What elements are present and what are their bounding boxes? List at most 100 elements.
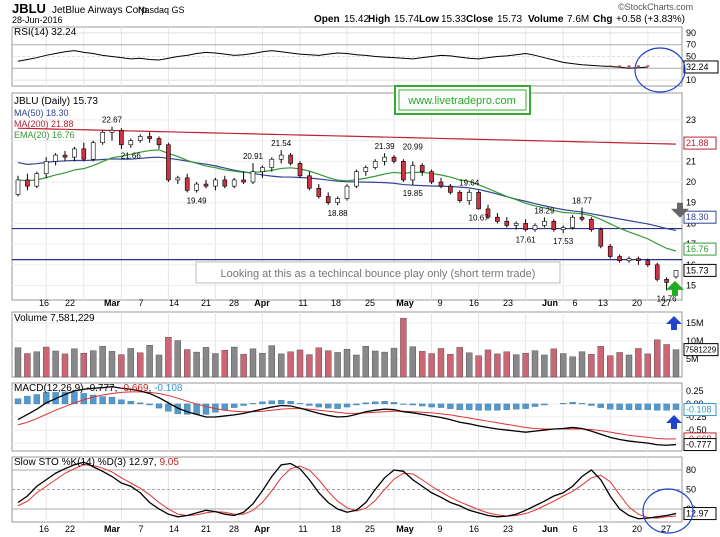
volume-bar <box>625 354 633 378</box>
price-annotation: 19.49 <box>187 197 208 206</box>
price-annotation: 17.61 <box>516 235 537 244</box>
volume-bar <box>71 348 78 378</box>
macd-histogram-bar <box>136 402 144 405</box>
sto-d-line <box>17 464 677 519</box>
x-tick-label: 28 <box>229 298 239 308</box>
x-tick-label: 13 <box>598 524 608 534</box>
candle <box>231 179 237 187</box>
candle <box>307 175 312 189</box>
volume-bar <box>400 317 407 378</box>
candle <box>222 179 228 187</box>
price-annotation: 18.88 <box>328 209 349 218</box>
candle <box>166 144 171 181</box>
volume-bar <box>165 337 172 378</box>
price-annotation: 22.67 <box>102 116 123 125</box>
macd-histogram-bar <box>362 402 369 405</box>
ma200-last-box <box>683 136 717 150</box>
macd-histogram-bar <box>353 403 360 406</box>
macd-histogram-bar <box>259 401 266 405</box>
candle <box>137 136 143 141</box>
volume-bar <box>475 355 482 378</box>
volume-bar <box>419 351 426 378</box>
candle <box>513 223 519 226</box>
price-annotation: 17.53 <box>553 237 574 246</box>
price-annotation: 21.54 <box>271 139 292 148</box>
volume-bar <box>296 349 304 378</box>
volume-bar <box>325 350 332 378</box>
price-annotation: 14.76 <box>657 294 678 303</box>
candle <box>598 229 604 247</box>
candle <box>184 177 190 191</box>
x-tick-label: 28 <box>229 524 239 534</box>
macd-line <box>17 386 677 446</box>
macd-tick-label: -0.25 <box>686 412 707 422</box>
candle <box>43 161 49 175</box>
macd-histogram-bar <box>578 403 586 405</box>
candle <box>278 154 284 160</box>
sto-last-value: 12.97 <box>686 509 709 519</box>
candle <box>382 156 387 162</box>
macd-histogram-bar <box>14 398 22 405</box>
ma200-last-value: 21.88 <box>686 138 709 148</box>
volume-bar <box>287 351 294 378</box>
macd-histogram-bar <box>607 403 614 410</box>
volume-bar <box>654 339 661 378</box>
macd-histogram-bar <box>597 403 604 408</box>
macd-histogram-bar <box>503 403 510 410</box>
volume-bar <box>635 348 642 378</box>
macd-up-arrow-icon <box>666 415 682 429</box>
macd-histogram-bar <box>588 403 595 406</box>
candle <box>90 142 96 160</box>
macd-title-sep: , <box>149 383 155 394</box>
volume-bar <box>343 348 351 378</box>
volume-bar <box>193 351 200 378</box>
x-tick-label: Jun <box>542 524 558 534</box>
website-text: www.livetradepro.com <box>407 95 516 107</box>
rsi-highlight-circle <box>634 47 686 93</box>
x-tick-label: Jun <box>542 298 558 308</box>
candle <box>626 258 632 261</box>
price-annotation: 21.39 <box>375 142 396 151</box>
candle <box>523 223 528 230</box>
macd-histogram-bar <box>616 403 623 410</box>
candle <box>53 154 58 162</box>
macd-histogram-bar <box>456 403 463 410</box>
macd-histogram-bar <box>43 392 50 405</box>
macd-histogram-bar <box>33 394 40 405</box>
macd-histogram-bar <box>484 403 492 411</box>
macd-histogram-bar <box>146 403 153 406</box>
chg-label: Chg <box>593 14 612 25</box>
candle <box>401 161 406 181</box>
x-tick-label: 9 <box>437 298 442 308</box>
ema20-last-value: 16.76 <box>686 244 709 254</box>
price-annotation: 20.99 <box>403 143 424 152</box>
volume-bar <box>409 346 416 378</box>
candle <box>344 185 350 199</box>
x-tick-label: 20 <box>632 298 642 308</box>
candle <box>485 208 491 218</box>
volume-bar <box>202 347 210 378</box>
x-tick-label: 16 <box>469 524 479 534</box>
volume-bar <box>428 353 435 378</box>
volume-bar <box>597 346 604 378</box>
macd-histogram-bar <box>513 403 520 410</box>
volume-title: Volume 7,581,229 <box>14 313 95 324</box>
macd-histogram-bar <box>522 403 529 409</box>
price-annotation: 10.67 <box>469 214 490 223</box>
volume-tick-label: 15M <box>686 318 704 328</box>
macd-histogram-bar <box>287 401 294 405</box>
price-annotation: 20.91 <box>243 152 264 161</box>
volume-bar <box>221 350 229 378</box>
volume-bar <box>155 354 163 378</box>
macd-histogram-bar <box>654 403 661 411</box>
x-tick-label: 18 <box>331 524 341 534</box>
candle <box>429 171 434 183</box>
candle <box>645 260 651 266</box>
ma50-line <box>17 156 677 232</box>
sto-title-d: 9.05 <box>159 457 179 468</box>
x-tick-label: 6 <box>572 298 577 308</box>
candle <box>495 216 500 222</box>
candle <box>175 177 181 181</box>
legend-ema20: EMA(20) 16.76 <box>14 130 75 140</box>
